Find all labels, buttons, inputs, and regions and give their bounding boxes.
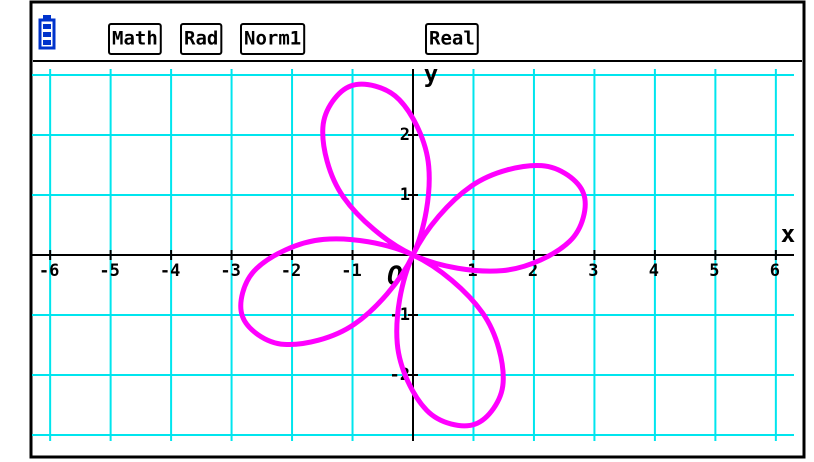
x-tick-label: 2: [528, 261, 538, 281]
format-indicator: Real: [429, 28, 475, 50]
mode-indicator: Rad: [184, 28, 218, 50]
y-tick-label: 1: [400, 185, 410, 205]
mode-indicator: Norm1: [244, 28, 301, 50]
y-axis-label: y: [424, 60, 438, 88]
x-tick-label: -6: [39, 261, 59, 281]
x-axis-label: x: [781, 220, 795, 248]
format-box: [425, 23, 479, 55]
x-tick-label: -4: [160, 261, 180, 281]
x-tick-label: -3: [220, 261, 240, 281]
mode-box: [240, 23, 306, 55]
mode-box: [180, 23, 223, 55]
x-tick-label: -1: [341, 261, 361, 281]
curve: [238, 81, 588, 429]
mode-box: [108, 23, 162, 55]
y-tick-label: 2: [400, 125, 410, 145]
screen-frame: [29, 0, 806, 459]
battery-icon: [38, 15, 56, 50]
mode-indicator: Math: [112, 28, 158, 50]
x-tick-label: 4: [649, 261, 659, 281]
x-tick-label: -2: [281, 261, 301, 281]
origin-label: O: [387, 262, 403, 292]
x-tick-label: 5: [709, 261, 719, 281]
x-tick-label: 6: [770, 261, 780, 281]
x-tick-label: 3: [588, 261, 598, 281]
x-tick-label: -5: [99, 261, 119, 281]
